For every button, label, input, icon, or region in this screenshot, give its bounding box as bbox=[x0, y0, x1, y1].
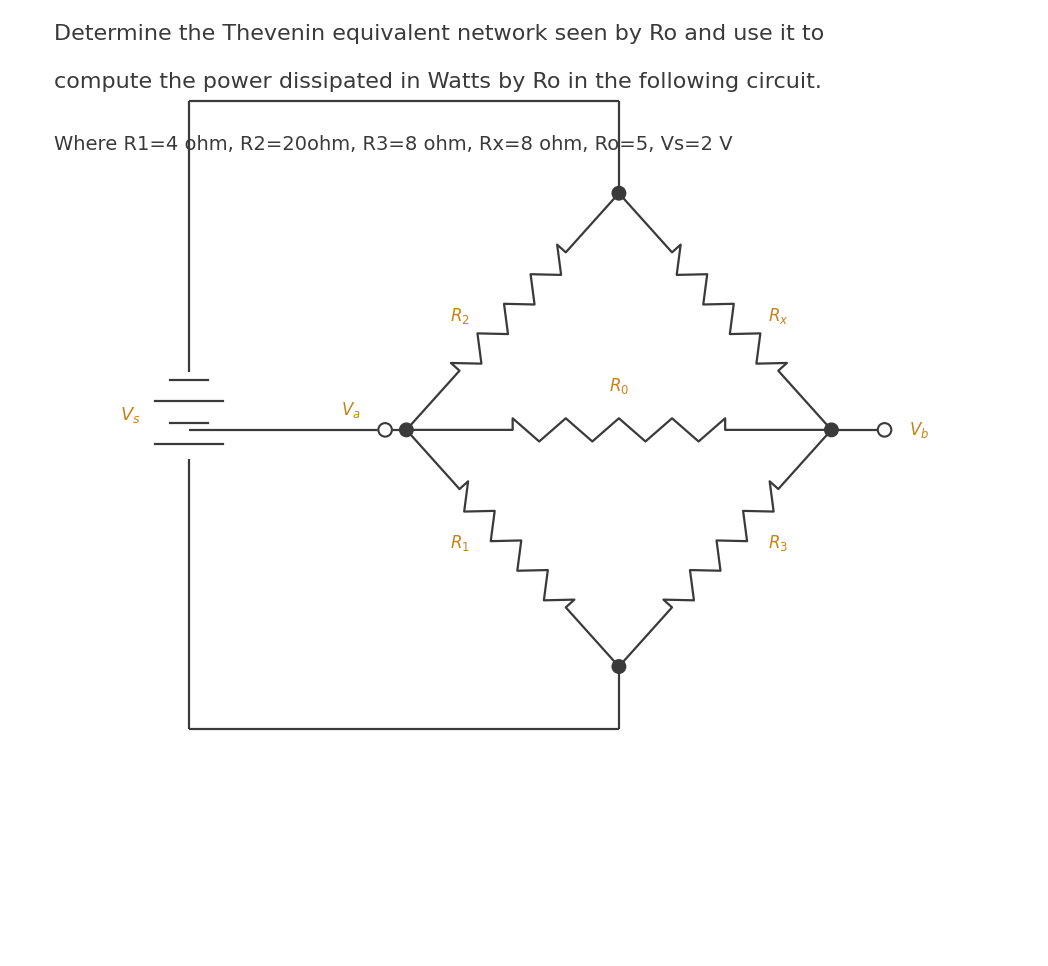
Circle shape bbox=[878, 423, 891, 437]
Text: Where R1=4 ohm, R2=20ohm, R3=8 ohm, Rx=8 ohm, Ro=5, Vs=2 V: Where R1=4 ohm, R2=20ohm, R3=8 ohm, Rx=8… bbox=[53, 135, 733, 155]
Circle shape bbox=[825, 423, 838, 437]
Text: $V_a$: $V_a$ bbox=[342, 400, 361, 420]
Text: $R_3$: $R_3$ bbox=[768, 533, 788, 554]
Text: $R_2$: $R_2$ bbox=[450, 306, 470, 327]
Text: $V_b$: $V_b$ bbox=[909, 420, 929, 440]
Text: $R_x$: $R_x$ bbox=[768, 306, 788, 327]
Circle shape bbox=[612, 660, 626, 673]
Text: compute the power dissipated in Watts by Ro in the following circuit.: compute the power dissipated in Watts by… bbox=[53, 72, 822, 93]
Circle shape bbox=[378, 423, 392, 437]
Text: $R_1$: $R_1$ bbox=[450, 533, 470, 554]
Text: Determine the Thevenin equivalent network seen by Ro and use it to: Determine the Thevenin equivalent networ… bbox=[53, 24, 824, 44]
Circle shape bbox=[399, 423, 413, 437]
Circle shape bbox=[612, 186, 626, 200]
Text: $V_s$: $V_s$ bbox=[121, 406, 140, 425]
Text: $R_0$: $R_0$ bbox=[609, 377, 629, 396]
